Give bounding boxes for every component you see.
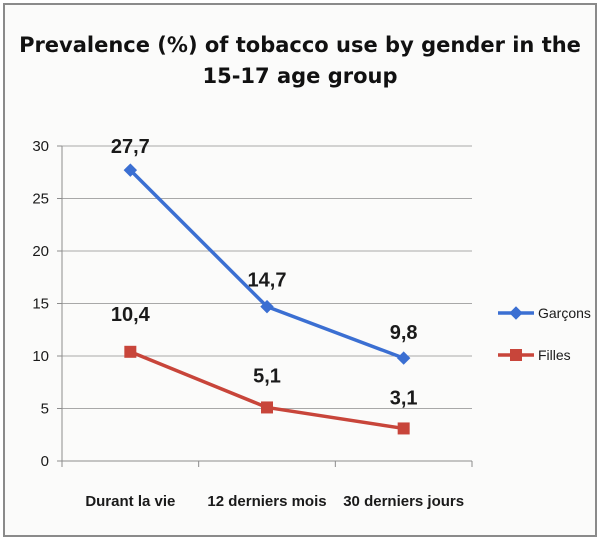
y-tick-label: 25 (32, 191, 49, 208)
x-category-label: Durant la vie (85, 493, 175, 510)
series-point (261, 401, 273, 414)
y-tick-label: 0 (41, 453, 49, 470)
series-point (396, 351, 411, 365)
series-lines (123, 163, 411, 435)
data-label: 27,7 (111, 136, 150, 158)
series-point (123, 163, 138, 177)
axes: 0 5 10 15 20 25 30 Durant la vie 12 derniers moi… (32, 138, 473, 510)
series-point (124, 345, 137, 358)
y-tick-label: 30 (32, 138, 49, 155)
data-label: 10,4 (111, 304, 151, 326)
chart-title: Prevalence (%) of tobacco use by gender … (0, 30, 600, 92)
series-point (397, 422, 410, 435)
legend-label: Garçons (538, 305, 591, 321)
data-label: 14,7 (248, 270, 287, 292)
data-label: 3,1 (390, 387, 418, 409)
x-category-label: 12 derniers mois (207, 493, 326, 510)
legend: Garçons Filles (498, 305, 591, 363)
data-label: 5,1 (253, 365, 281, 387)
chart-frame (3, 3, 597, 537)
series-point (260, 299, 274, 314)
x-category-label: 30 derniers jours (343, 493, 464, 510)
data-labels: 27,7 14,7 9,8 10,4 5,1 3,1 (111, 136, 418, 409)
legend-label: Filles (538, 347, 571, 363)
y-tick-label: 5 (41, 401, 49, 418)
legend-marker (509, 306, 523, 320)
y-tick-label: 10 (32, 348, 49, 365)
series-line (129, 350, 404, 431)
y-tick-label: 15 (32, 296, 49, 313)
data-label: 9,8 (390, 322, 418, 344)
legend-marker (510, 349, 522, 361)
chart-title-line-2: 15-17 age group (202, 64, 398, 88)
chart-title-line-1: Prevalence (%) of tobacco use by gender … (19, 33, 581, 57)
y-tick-label: 20 (32, 243, 49, 260)
